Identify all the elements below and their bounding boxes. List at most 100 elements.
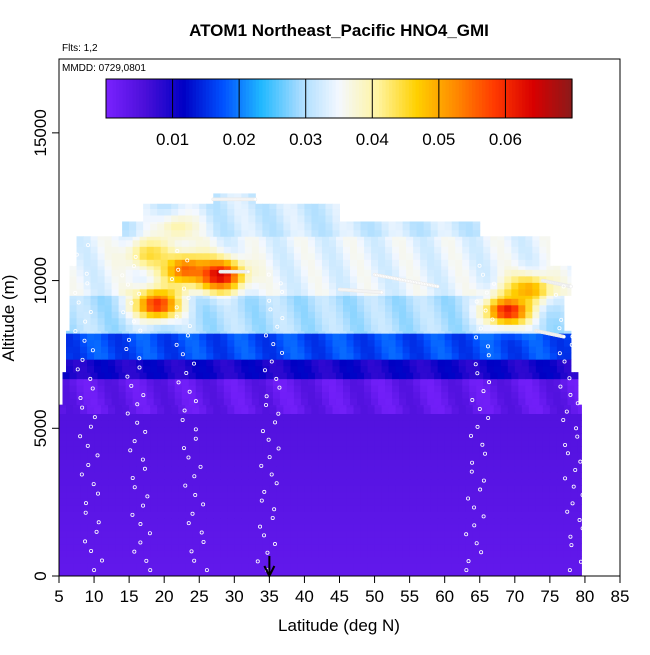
heatmap-cell xyxy=(532,259,540,267)
heatmap-cell xyxy=(353,330,362,334)
heatmap-cell xyxy=(146,324,155,332)
heatmap-cell xyxy=(472,498,481,506)
heatmap-cell xyxy=(185,550,193,558)
heatmap-cell xyxy=(549,352,558,360)
heatmap-cell xyxy=(255,569,263,576)
flight-profile-point xyxy=(277,385,282,390)
colorbar-segment xyxy=(122,79,127,118)
heatmap-cell xyxy=(290,491,298,499)
heatmap-cell xyxy=(272,275,281,283)
heatmap-cell xyxy=(90,372,99,380)
heatmap-cell xyxy=(381,465,390,473)
heatmap-cell xyxy=(335,317,344,325)
heatmap-cell xyxy=(507,404,516,408)
heatmap-cell xyxy=(115,569,123,576)
heatmap-cell xyxy=(153,295,162,299)
heatmap-cell xyxy=(343,391,351,399)
heatmap-cell xyxy=(181,317,190,325)
heatmap-cell xyxy=(423,550,432,558)
heatmap-cell xyxy=(577,524,582,532)
heatmap-cell xyxy=(332,563,340,571)
heatmap-cell xyxy=(532,304,540,312)
heatmap-cell xyxy=(220,517,228,525)
heatmap-cell xyxy=(343,317,351,325)
heatmap-cell xyxy=(392,288,400,296)
heatmap-cell xyxy=(350,385,358,393)
colorbar-segment xyxy=(498,79,503,118)
colorbar-segment xyxy=(465,79,470,118)
heatmap-cell xyxy=(511,239,519,247)
heatmap-cell xyxy=(402,504,411,512)
heatmap-cell xyxy=(94,339,102,347)
heatmap-cell xyxy=(525,259,533,267)
heatmap-cell xyxy=(213,491,221,499)
heatmap-cell xyxy=(171,404,179,408)
heatmap-cell xyxy=(553,282,561,290)
heatmap-cell xyxy=(465,543,474,551)
flight-profile-point xyxy=(559,317,564,322)
heatmap-cell xyxy=(367,556,376,564)
flight-profile-point xyxy=(570,334,575,339)
heatmap-cell xyxy=(465,491,474,499)
colorbar-segment xyxy=(265,79,270,118)
flight-profile-point xyxy=(137,365,142,370)
heatmap-cell xyxy=(136,517,144,525)
heatmap-cell xyxy=(374,465,383,473)
heatmap-cell xyxy=(108,524,116,532)
y-tick-label: 5000 xyxy=(31,409,50,447)
heatmap-cell xyxy=(374,433,383,441)
heatmap-cell xyxy=(248,365,256,373)
heatmap-cell xyxy=(371,311,379,319)
flight-profile-point xyxy=(80,405,85,410)
heatmap-cell xyxy=(293,265,302,270)
heatmap-cell xyxy=(90,265,99,270)
heatmap-cell xyxy=(374,426,383,434)
heatmap-cell xyxy=(321,378,330,386)
heatmap-cell xyxy=(469,269,477,277)
heatmap-cell xyxy=(279,378,288,386)
heatmap-cell xyxy=(255,478,263,486)
heatmap-cell xyxy=(272,311,281,319)
heatmap-cell xyxy=(321,269,330,277)
heatmap-cell xyxy=(528,537,537,545)
heatmap-cell xyxy=(76,246,85,254)
heatmap-cell xyxy=(199,478,207,486)
heatmap-cell xyxy=(283,530,291,538)
heatmap-cell xyxy=(563,404,572,408)
heatmap-cell xyxy=(202,295,211,299)
heatmap-cell xyxy=(258,385,267,393)
heatmap-cell xyxy=(59,485,67,493)
heatmap-cell xyxy=(521,352,530,360)
heatmap-cell xyxy=(563,365,572,373)
heatmap-cell xyxy=(192,352,200,360)
heatmap-cell xyxy=(402,333,411,341)
heatmap-cell xyxy=(90,295,99,299)
heatmap-cell xyxy=(241,563,249,571)
heatmap-cell xyxy=(195,259,204,267)
heatmap-cell xyxy=(223,385,232,393)
heatmap-cell xyxy=(504,304,512,312)
heatmap-cell xyxy=(101,465,109,473)
heatmap-cell xyxy=(514,359,523,367)
heatmap-cell xyxy=(434,324,442,332)
heatmap-cell xyxy=(395,413,404,421)
heatmap-cell xyxy=(104,372,113,380)
heatmap-cell xyxy=(164,203,172,209)
heatmap-cell xyxy=(476,282,484,290)
heatmap-cell xyxy=(118,236,127,241)
heatmap-cell xyxy=(430,485,439,493)
heatmap-cell xyxy=(490,324,498,332)
x-tick-label: 75 xyxy=(540,587,559,606)
heatmap-cell xyxy=(451,221,460,224)
heatmap-cell xyxy=(227,556,235,564)
heatmap-cell xyxy=(262,339,270,347)
heatmap-cell xyxy=(108,511,116,519)
heatmap-cell xyxy=(374,413,383,421)
heatmap-cell xyxy=(434,385,442,393)
heatmap-cell xyxy=(416,439,425,447)
heatmap-cell xyxy=(125,372,134,380)
heatmap-cell xyxy=(437,420,446,428)
heatmap-cell xyxy=(420,288,428,296)
heatmap-cell xyxy=(188,246,197,254)
heatmap-cell xyxy=(500,333,509,341)
